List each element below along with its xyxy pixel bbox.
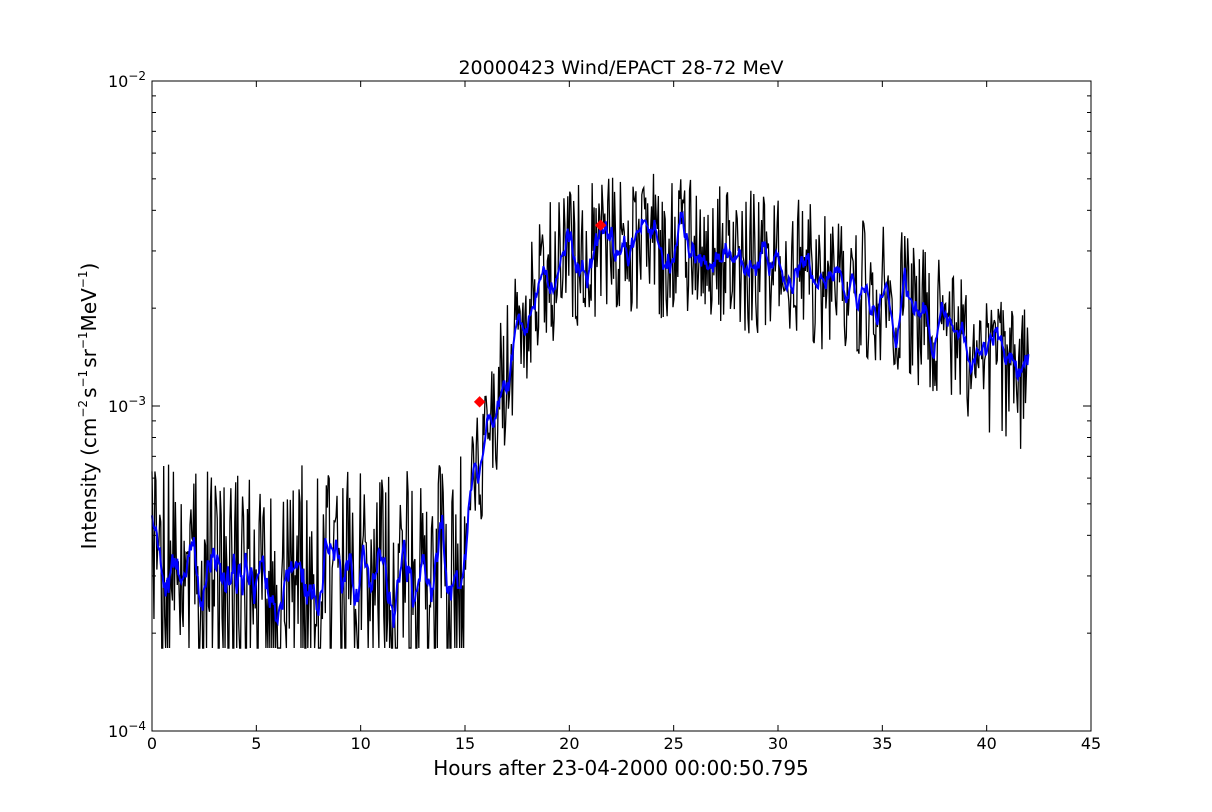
y-axis-ticks: 10−4 10−3 10−2 xyxy=(108,69,1091,741)
y-label-close: ) xyxy=(77,263,101,271)
x-tick-label: 40 xyxy=(976,734,996,753)
x-tick-label: 25 xyxy=(663,734,683,753)
x-tick-label: 10 xyxy=(350,734,370,753)
raw-intensity-series xyxy=(151,173,1030,649)
y-label-base: Intensity (cm xyxy=(77,418,101,550)
x-tick-label: 20 xyxy=(559,734,579,753)
y-tick-label: 10−3 xyxy=(108,394,146,416)
y-label-exp1: −2 xyxy=(76,400,90,418)
event-marker-2 xyxy=(594,219,607,231)
y-label-exp3: −1 xyxy=(76,331,90,349)
x-tick-label: 45 xyxy=(1081,734,1101,753)
x-axis-label: Hours after 23-04-2000 00:00:50.795 xyxy=(433,756,809,780)
plot-content xyxy=(151,173,1030,649)
smoothed-intensity-series xyxy=(151,210,1030,628)
x-tick-label: 5 xyxy=(251,734,261,753)
y-label-mev: MeV xyxy=(77,288,101,332)
x-tick-label: 35 xyxy=(872,734,892,753)
x-tick-label: 0 xyxy=(147,734,157,753)
y-axis-label: Intensity (cm−2s−1sr−1MeV−1) xyxy=(76,263,101,550)
x-tick-label: 30 xyxy=(768,734,788,753)
event-marker-1 xyxy=(473,396,486,408)
y-label-sr: sr xyxy=(77,348,101,367)
y-label-s: s xyxy=(77,388,101,398)
y-label-exp2: −1 xyxy=(76,370,90,388)
x-axis-ticks: 0 5 10 15 20 25 30 35 40 45 xyxy=(147,81,1101,753)
y-tick-label: 10−2 xyxy=(108,69,146,91)
x-tick-label: 15 xyxy=(455,734,475,753)
chart-title: 20000423 Wind/EPACT 28-72 MeV xyxy=(458,57,783,79)
y-label-exp4: −1 xyxy=(76,270,90,288)
y-tick-label: 10−4 xyxy=(108,719,146,741)
